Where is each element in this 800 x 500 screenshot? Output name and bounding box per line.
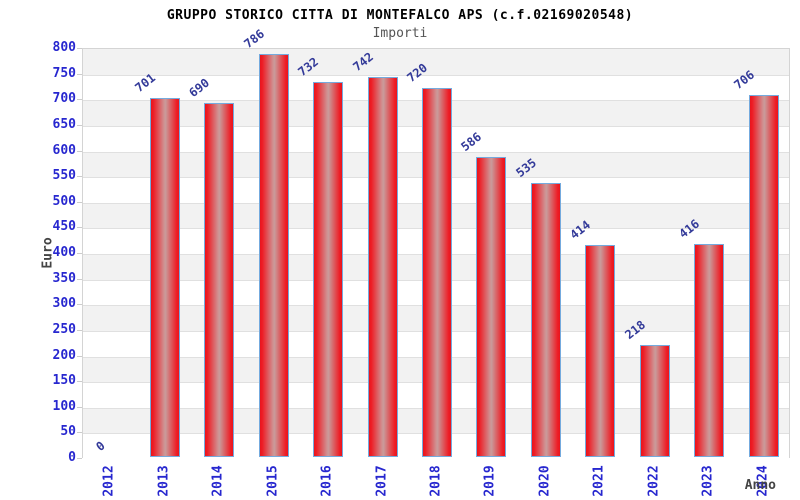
x-tick-label-2020: 2020 [537,465,553,497]
y-tick-mark [77,278,82,280]
x-axis-title: Anno [744,478,776,493]
y-tick-mark [77,176,82,178]
background-band [83,49,789,75]
y-tick-mark [77,124,82,126]
y-tick-mark [77,432,82,434]
y-tick-label: 300 [52,296,76,312]
bar-2016 [313,82,343,457]
y-tick-label: 750 [52,65,76,81]
x-tick-label-2017: 2017 [374,465,390,497]
chart-title: GRUPPO STORICO CITTA DI MONTEFALCO APS (… [166,8,634,23]
y-tick-mark [77,253,82,254]
y-tick-mark [77,48,82,49]
chart-subtitle: Importi [372,26,428,41]
y-tick-mark [77,304,82,306]
x-tick-label-2015: 2015 [265,465,281,497]
bar-2021 [585,245,615,457]
plot-area: 0 701 690 786 732 742 720 586 535 414 218 416 706 [82,27,790,459]
bar-2015 [259,54,289,457]
y-tick-mark [77,329,82,331]
bar-2022 [640,345,670,457]
bar-2019 [476,157,506,457]
y-tick-label: 550 [52,168,76,184]
x-tick-label-2012: 2012 [101,465,117,497]
bar-2024 [749,95,779,457]
x-tick-label-2018: 2018 [428,465,444,497]
y-tick-label: 450 [52,219,76,235]
x-tick-label-2023: 2023 [700,465,716,497]
y-tick-label: 250 [52,321,76,337]
y-tick-label: 400 [52,245,76,260]
y-tick-label: 800 [52,40,76,55]
y-tick-label: 100 [52,398,76,414]
y-tick-label: 150 [52,373,76,389]
y-tick-mark [77,99,82,101]
y-tick-mark [77,201,82,203]
y-tick-mark [77,458,82,459]
y-tick-label: 700 [52,91,76,107]
y-tick-label: 50 [60,424,76,440]
y-tick-mark [77,227,82,229]
y-tick-label: 0 [68,450,76,465]
x-tick-label-2014: 2014 [210,465,226,497]
x-tick-label-2021: 2021 [591,465,607,497]
y-tick-mark [77,406,82,408]
y-tick-mark [77,381,82,383]
bar-2023 [694,244,724,457]
bar-2017 [368,77,398,457]
gridline [83,74,789,76]
y-axis-title: Euro [40,237,56,269]
y-tick-label: 350 [52,270,76,286]
y-tick-label: 650 [52,116,76,132]
x-tick-label-2022: 2022 [646,465,662,497]
y-tick-label: 600 [52,142,76,158]
bar-2018 [422,88,452,457]
bar-2013 [150,98,180,457]
y-tick-mark [77,73,82,75]
y-tick-label: 200 [52,347,76,363]
y-tick-label: 500 [52,193,76,209]
x-tick-label-2013: 2013 [156,465,172,497]
bar-2020 [531,183,561,457]
bar-2014 [204,103,234,457]
y-tick-mark [77,150,82,152]
x-tick-label-2019: 2019 [482,465,498,497]
x-tick-label-2016: 2016 [319,465,335,497]
y-tick-mark [77,355,82,357]
